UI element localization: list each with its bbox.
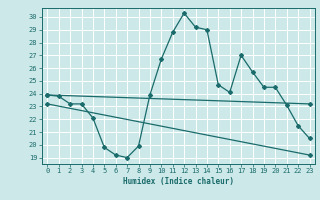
X-axis label: Humidex (Indice chaleur): Humidex (Indice chaleur) [123,177,234,186]
